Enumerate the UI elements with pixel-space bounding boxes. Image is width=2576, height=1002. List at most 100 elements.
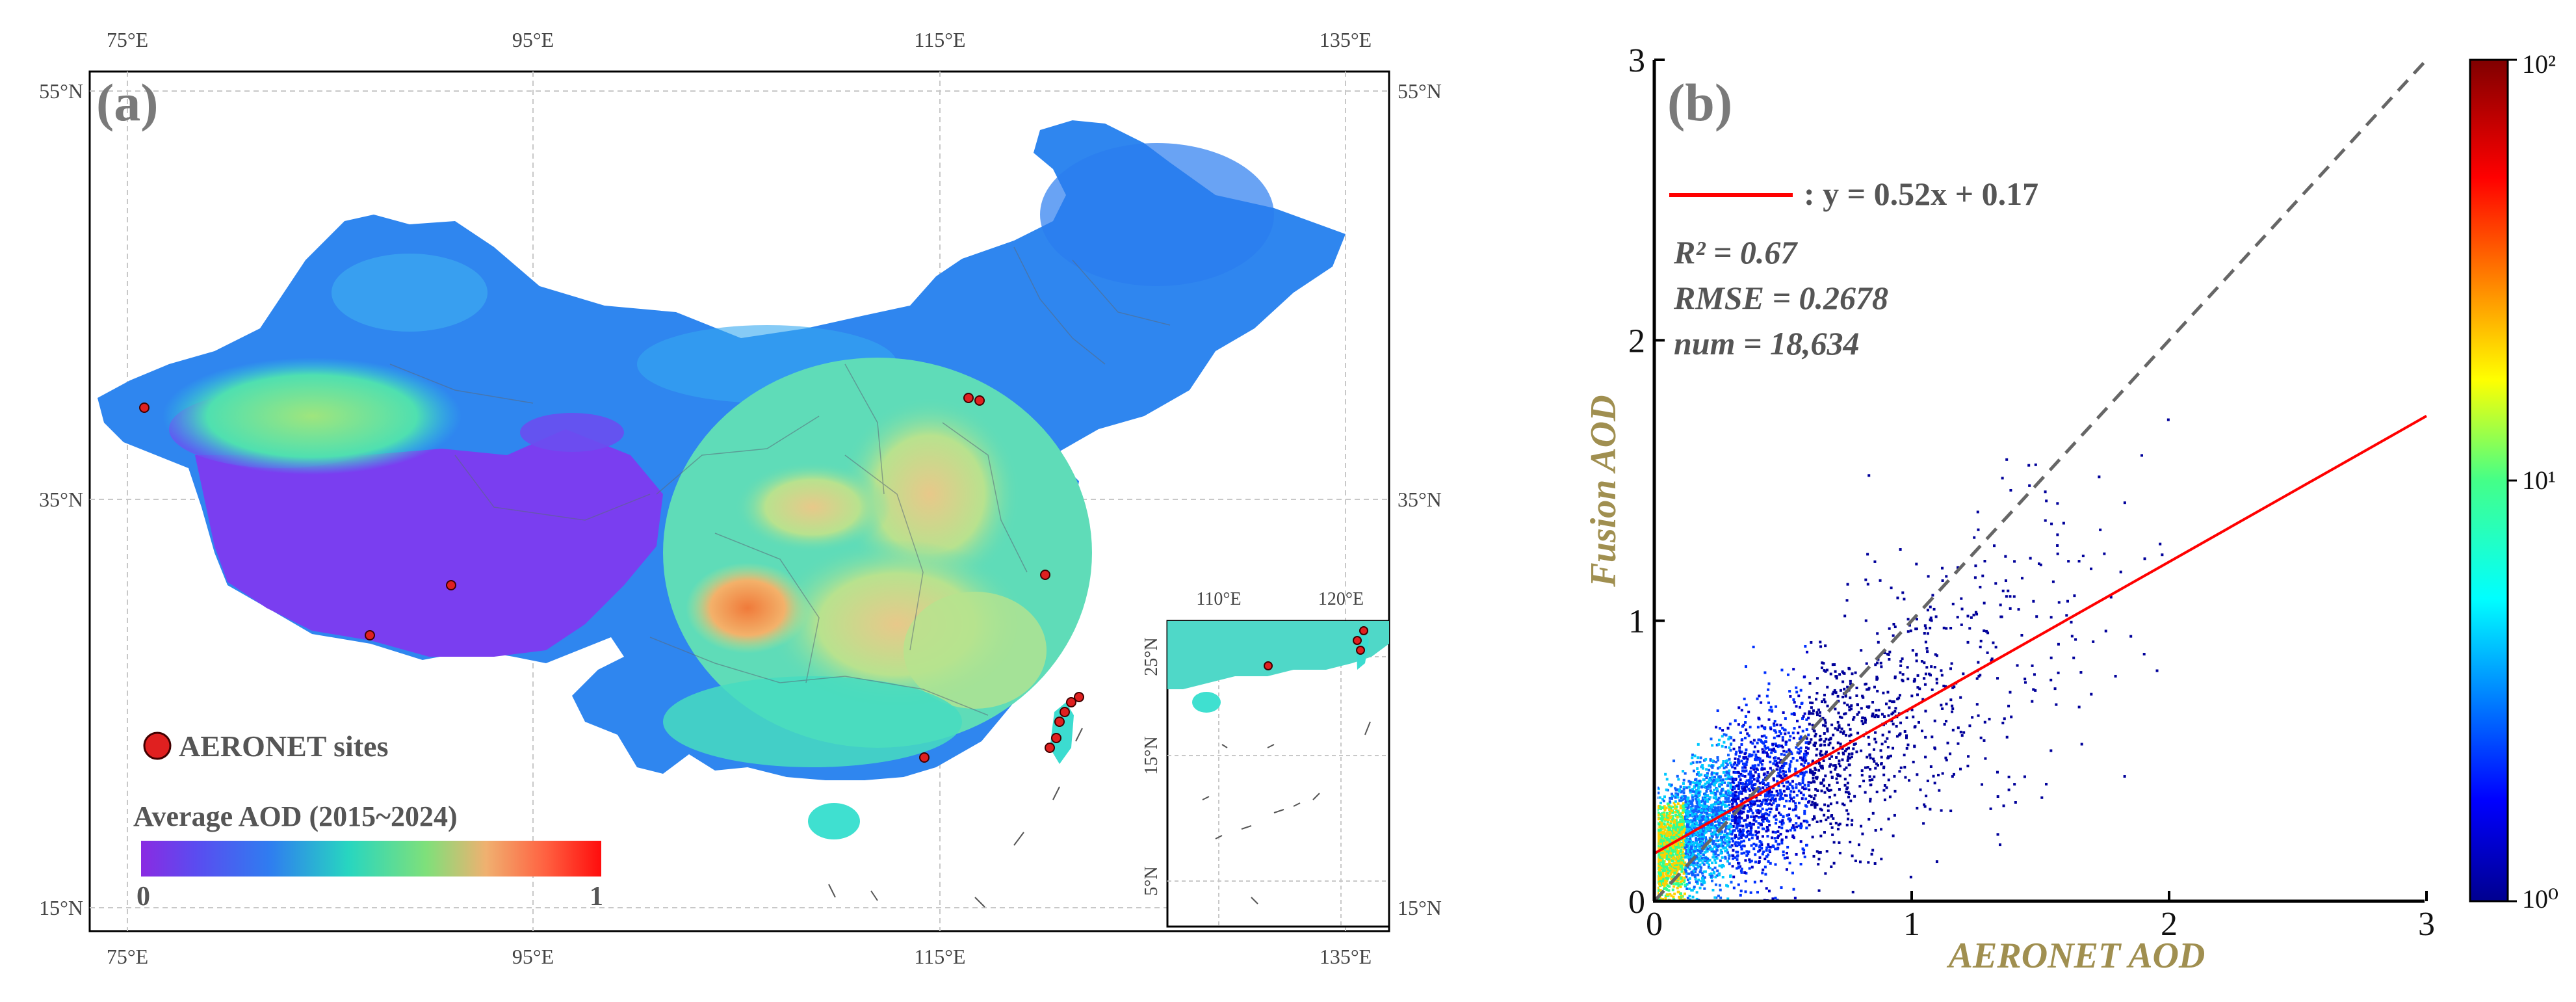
scatter-point xyxy=(1678,858,1682,862)
scatter-point xyxy=(1737,723,1740,726)
scatter-point xyxy=(1722,760,1725,763)
scatter-point xyxy=(1778,789,1782,792)
scatter-point xyxy=(1702,881,1705,884)
scatter-point xyxy=(1819,738,1823,741)
scatter-point xyxy=(1816,789,1819,793)
scatter-point xyxy=(1804,741,1808,745)
scatter-point xyxy=(1814,734,1817,737)
scatter-point xyxy=(1692,841,1695,845)
scatter-point xyxy=(1750,785,1753,788)
scatter-point xyxy=(1813,804,1816,808)
scatter-point xyxy=(1795,814,1798,817)
scatter-point xyxy=(1734,820,1737,823)
scatter-point xyxy=(1711,791,1715,795)
scatter-point xyxy=(1843,804,1846,807)
scatter-point xyxy=(1781,767,1784,770)
scatter-point xyxy=(1850,823,1853,826)
scatter-point xyxy=(1702,778,1705,782)
scatter-point xyxy=(1715,778,1718,782)
scatter-point xyxy=(1719,884,1722,887)
scatter-point xyxy=(1713,845,1716,849)
scatter-point xyxy=(1779,832,1782,836)
scatter-point xyxy=(1754,820,1758,823)
scatter-point xyxy=(1665,788,1668,791)
scatter-point xyxy=(1744,715,1747,718)
scatter-point xyxy=(1944,720,1947,723)
scatter-point xyxy=(1815,748,1819,751)
scatter-point xyxy=(1753,880,1756,884)
scatter-point xyxy=(1761,808,1764,811)
scatter-point xyxy=(1736,816,1739,819)
scatter-point xyxy=(1676,843,1679,846)
scatter-point xyxy=(1676,849,1679,852)
scatter-point xyxy=(1697,785,1700,789)
scatter-point xyxy=(1726,844,1729,847)
scatter-point xyxy=(2092,640,2095,643)
scatter-point xyxy=(2166,418,2170,421)
scatter-point xyxy=(1756,777,1760,780)
scatter-point xyxy=(1684,868,1687,871)
scatter-point xyxy=(1804,797,1808,800)
scatter-point xyxy=(1666,884,1669,888)
scatter-point xyxy=(1849,707,1853,711)
scatter-point xyxy=(1711,888,1715,891)
scatter-point xyxy=(2079,671,2083,674)
scatter-point xyxy=(1711,744,1714,747)
scatter-point xyxy=(1751,800,1754,803)
scatter-point xyxy=(1692,811,1695,815)
scatter-point xyxy=(1745,665,1748,668)
scatter-point xyxy=(1674,832,1678,836)
scatter-point xyxy=(1695,834,1698,837)
scatter-point xyxy=(2080,743,2083,746)
scatter-point xyxy=(1867,474,1871,477)
scatter-point xyxy=(2007,788,2010,791)
scatter-point xyxy=(1715,839,1718,842)
scatter-point xyxy=(1869,784,1872,787)
scatter-point xyxy=(1745,728,1748,732)
scatter-point xyxy=(1802,774,1805,777)
scatter-point xyxy=(1658,829,1661,832)
scatter-point xyxy=(1764,740,1767,743)
scatter-point xyxy=(1720,789,1723,793)
scatter-point xyxy=(1689,791,1692,794)
scatter-point xyxy=(1714,843,1717,846)
scatter-point xyxy=(1737,761,1741,764)
scatter-point xyxy=(1691,781,1695,784)
scatter-point xyxy=(1791,756,1795,759)
scatter-point xyxy=(1737,775,1741,778)
scatter-point xyxy=(1712,839,1715,843)
scatter-point xyxy=(1824,721,1827,724)
scatter-point xyxy=(1663,814,1666,817)
scatter-point xyxy=(1887,778,1890,782)
scatter-point xyxy=(1726,884,1730,888)
scatter-point xyxy=(1758,839,1762,843)
scatter-point xyxy=(1717,854,1720,857)
scatter-point xyxy=(1711,803,1714,806)
scatter-point xyxy=(1754,830,1758,833)
scatter-point xyxy=(1940,704,1943,707)
scatter-point xyxy=(1826,730,1829,733)
scatter-point xyxy=(1779,724,1782,727)
scatter-point xyxy=(1702,830,1705,833)
scatter-point xyxy=(1789,828,1792,832)
scatter-point xyxy=(1665,868,1668,871)
scatter-point xyxy=(1906,618,1910,621)
scatter-point xyxy=(1676,793,1680,796)
scatter-point xyxy=(1682,872,1685,875)
scatter-point xyxy=(2053,687,2057,691)
scatter-point xyxy=(1748,867,1751,870)
scatter-point xyxy=(1700,773,1703,776)
scatter-point xyxy=(1745,780,1748,784)
scatter-point xyxy=(1680,820,1684,823)
scatter-point xyxy=(1668,828,1671,831)
scatter-point xyxy=(1774,797,1777,800)
scatter-point xyxy=(1737,818,1741,821)
scatter-point xyxy=(1888,650,1892,653)
scatter-point xyxy=(1739,845,1743,848)
scatter-point xyxy=(1666,870,1669,873)
scatter-point xyxy=(1832,746,1835,750)
scatter-point xyxy=(1761,813,1764,816)
scatter-point xyxy=(1678,822,1682,825)
scatter-point xyxy=(1734,761,1737,765)
scatter-point xyxy=(1666,817,1669,820)
